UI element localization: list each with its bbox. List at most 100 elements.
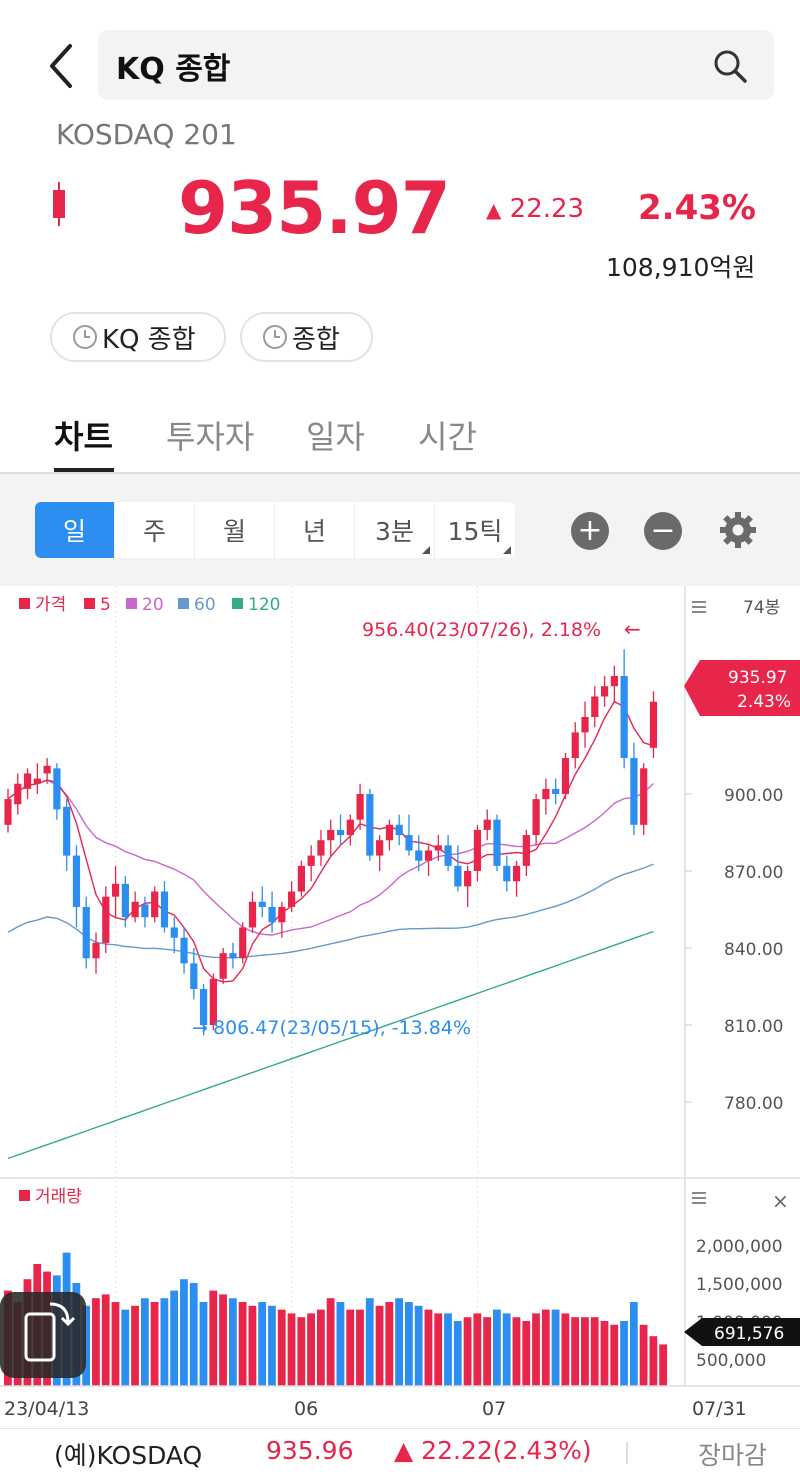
candle bbox=[72, 855, 81, 907]
legend-ma60: 60 bbox=[194, 595, 216, 615]
ma20-line bbox=[7, 779, 654, 936]
ticker-change: ▲ 22.22(2.43%) bbox=[394, 1436, 592, 1465]
legend-ma20: 20 bbox=[142, 595, 164, 615]
volume-bar bbox=[522, 1321, 531, 1386]
period-week[interactable]: 주 bbox=[115, 502, 195, 558]
chip-composite[interactable]: 종합 bbox=[240, 312, 373, 362]
candle bbox=[14, 783, 22, 805]
candle bbox=[385, 824, 394, 841]
candle bbox=[102, 896, 110, 943]
volume-bar bbox=[140, 1298, 149, 1386]
stock-chart[interactable]: 가격 5 20 60 120 74봉 900.00 870.00 840.00 810… bbox=[0, 586, 800, 1426]
volume-bar bbox=[238, 1302, 247, 1386]
search-icon[interactable] bbox=[712, 48, 748, 84]
candle bbox=[640, 768, 648, 825]
candle bbox=[561, 758, 570, 794]
candle bbox=[415, 850, 423, 861]
volume-bar bbox=[316, 1309, 325, 1386]
candle bbox=[444, 845, 452, 866]
close-icon[interactable]: × bbox=[772, 1189, 789, 1213]
volume-bar bbox=[502, 1313, 511, 1386]
candle bbox=[317, 840, 325, 856]
gear-icon[interactable] bbox=[718, 510, 758, 550]
candle bbox=[248, 901, 257, 928]
period-3min[interactable]: 3분 bbox=[355, 502, 435, 558]
chip-kq-composite[interactable]: KQ 종합 bbox=[50, 312, 226, 362]
candle bbox=[356, 794, 364, 820]
y-tick-label: 840.00 bbox=[724, 940, 783, 960]
zoom-in-button[interactable]: + bbox=[571, 512, 609, 550]
volume-bar bbox=[297, 1317, 306, 1386]
candle bbox=[82, 906, 90, 959]
price-menu-icon[interactable] bbox=[692, 601, 706, 613]
search-box[interactable]: KQ 종합 bbox=[98, 30, 774, 100]
candle bbox=[33, 778, 41, 784]
price-change-value: 22.23 bbox=[509, 194, 585, 224]
period-15tick[interactable]: 15틱 bbox=[435, 502, 515, 558]
volume-bar bbox=[434, 1313, 443, 1386]
volume-bar bbox=[258, 1302, 267, 1386]
candle bbox=[23, 773, 32, 789]
candle bbox=[160, 891, 169, 928]
rotate-phone-icon bbox=[24, 1302, 76, 1362]
volume-bar bbox=[541, 1309, 550, 1386]
active-tab-indicator bbox=[54, 468, 114, 472]
candle bbox=[649, 701, 658, 748]
ma120-line bbox=[7, 930, 654, 1160]
period-day[interactable]: 일 bbox=[35, 502, 115, 558]
candle bbox=[464, 871, 472, 887]
candle bbox=[327, 829, 335, 841]
current-price-tag: 935.97 bbox=[728, 668, 787, 688]
candle bbox=[395, 824, 403, 836]
candle bbox=[239, 927, 247, 959]
period-3min-label: 3분 bbox=[375, 517, 414, 546]
volume-bar bbox=[551, 1309, 560, 1386]
volume-bar bbox=[620, 1321, 628, 1386]
y-tick-label: 810.00 bbox=[724, 1017, 783, 1037]
candle bbox=[288, 891, 296, 907]
volume-bar bbox=[356, 1309, 364, 1386]
up-triangle-icon: ▲ bbox=[486, 198, 502, 222]
candle bbox=[141, 904, 149, 918]
zoom-out-button[interactable]: − bbox=[644, 512, 682, 550]
market-status: 장마감 bbox=[698, 1441, 768, 1470]
volume-menu-icon[interactable] bbox=[692, 1192, 706, 1204]
current-volume-tag: 691,576 bbox=[714, 1324, 784, 1344]
minus-icon: − bbox=[650, 513, 676, 548]
tab-chart[interactable]: 차트 bbox=[54, 418, 113, 456]
volume-legend: 거래량 bbox=[35, 1187, 82, 1207]
candle bbox=[111, 883, 120, 897]
volume-bar bbox=[414, 1305, 423, 1386]
volume-bar bbox=[189, 1283, 198, 1386]
y-tick-label: 780.00 bbox=[724, 1094, 783, 1114]
candle-icon bbox=[53, 182, 65, 226]
volume-bar bbox=[453, 1321, 462, 1386]
rotate-screen-button[interactable] bbox=[0, 1292, 86, 1378]
period-month[interactable]: 월 bbox=[195, 502, 275, 558]
volume-bar bbox=[532, 1313, 540, 1386]
current-price-label: 935.97 2.43% bbox=[684, 660, 800, 716]
volume-bar bbox=[649, 1336, 658, 1386]
volume-bar bbox=[610, 1324, 619, 1386]
tab-investors[interactable]: 투자자 bbox=[166, 418, 255, 456]
candle bbox=[151, 891, 159, 918]
back-button[interactable] bbox=[40, 40, 84, 92]
period-year[interactable]: 년 bbox=[275, 502, 355, 558]
candle bbox=[581, 717, 589, 733]
search-text: KQ 종합 bbox=[116, 52, 231, 87]
ticker-divider bbox=[626, 1442, 628, 1464]
volume-bar bbox=[639, 1324, 648, 1386]
candle bbox=[190, 963, 198, 990]
candle bbox=[219, 953, 227, 979]
ticker-name[interactable]: (예)KOSDAQ bbox=[54, 1441, 203, 1470]
bottom-ticker-bar bbox=[0, 1428, 800, 1476]
tab-daily[interactable]: 일자 bbox=[306, 418, 365, 456]
candle bbox=[522, 835, 530, 866]
volume-bar bbox=[600, 1321, 609, 1386]
candle bbox=[336, 829, 345, 836]
tab-time[interactable]: 시간 bbox=[418, 418, 477, 456]
candle bbox=[53, 768, 61, 810]
candle bbox=[620, 675, 628, 759]
chart-legend: 가격 5 20 60 120 bbox=[19, 595, 280, 615]
chip-label: 종합 bbox=[292, 324, 340, 355]
